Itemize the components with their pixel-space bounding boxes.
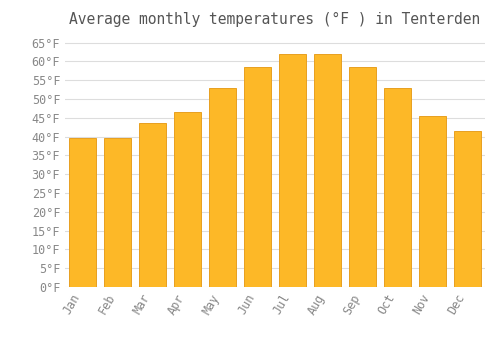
Title: Average monthly temperatures (°F ) in Tenterden: Average monthly temperatures (°F ) in Te… [70,12,480,27]
Bar [384,88,410,287]
Bar [280,54,305,287]
Bar [420,116,446,287]
Bar [140,124,166,287]
Bar [350,67,376,287]
Bar [454,131,480,287]
Bar [314,54,340,287]
Bar [210,88,236,287]
Bar [104,139,130,287]
Bar [174,112,201,287]
Bar [70,139,96,287]
Bar [244,67,270,287]
